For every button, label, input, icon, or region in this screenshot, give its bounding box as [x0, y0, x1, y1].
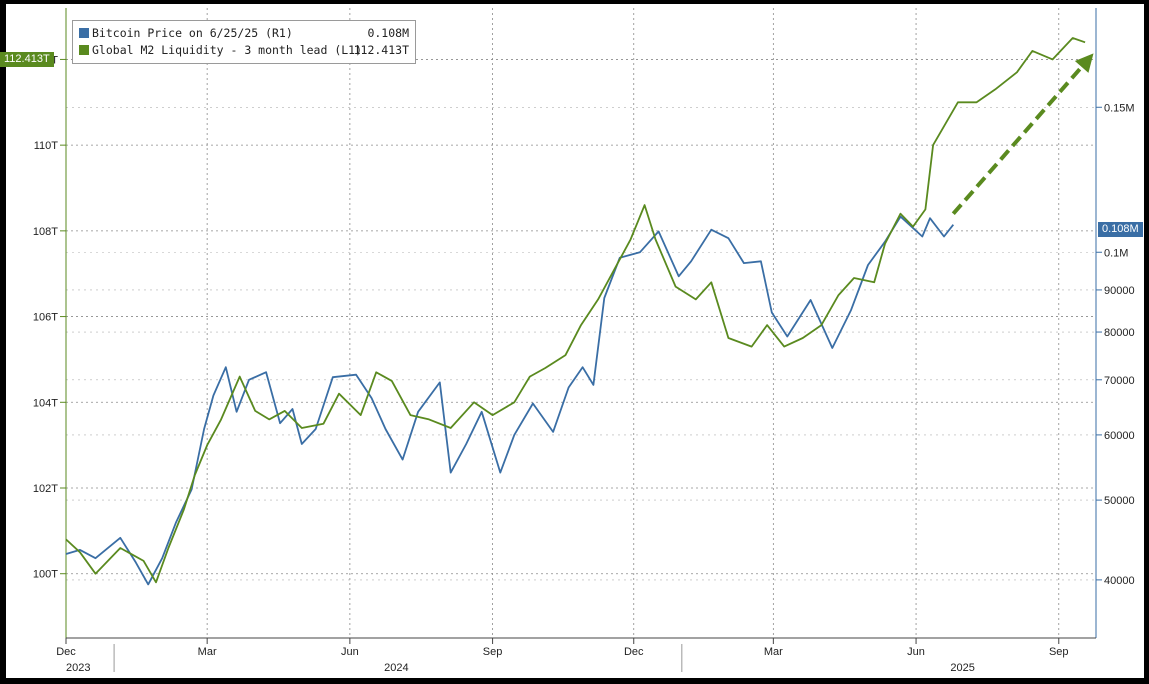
x-tick-label-1: Mar [198, 646, 217, 658]
x-tick-label-2: Jun [341, 646, 359, 658]
right-tick-label-4: 80000 [1104, 327, 1135, 339]
left-tick-label-0: 100T [33, 569, 58, 581]
series-line-bitcoin [65, 215, 955, 586]
x-tick-label-3: Sep [483, 646, 503, 658]
right-tick-label-1: 50000 [1104, 495, 1135, 507]
legend-label-bitcoin: Bitcoin Price on 6/25/25 (R1) [92, 26, 293, 40]
legend-swatch-m2 [79, 45, 89, 55]
x-tick-label-4: Dec [624, 646, 644, 658]
legend-value-bitcoin: 0.108M [367, 26, 409, 40]
legend: Bitcoin Price on 6/25/25 (R1) 0.108M Glo… [72, 20, 416, 64]
year-label-0: 2023 [66, 662, 90, 674]
right-tick-label-2: 60000 [1104, 430, 1135, 442]
annotation-arrow-shaft [951, 58, 1090, 216]
right-tick-label-0: 40000 [1104, 575, 1135, 587]
left-tick-label-1: 102T [33, 483, 58, 495]
right-tick-label-6: 0.1M [1104, 247, 1128, 259]
legend-label-m2: Global M2 Liquidity - 3 month lead (L1) [92, 43, 363, 57]
right-tick-label-3: 70000 [1104, 375, 1135, 387]
left-tick-label-4: 108T [33, 226, 58, 238]
left-tick-label-2: 104T [33, 397, 58, 409]
x-tick-label-0: Dec [56, 646, 76, 658]
x-tick-label-6: Jun [907, 646, 925, 658]
legend-value-m2: 112.413T [353, 43, 409, 57]
m2-last-value-tag: 112.413T [0, 52, 54, 67]
series-line-m2 [65, 37, 1086, 584]
annotation-arrow-head [1074, 53, 1094, 73]
right-tick-label-7: 0.15M [1104, 102, 1135, 114]
chart-svg: 100T102T104T106T108T110T112T400005000060… [33, 8, 1135, 674]
legend-item-m2: Global M2 Liquidity - 3 month lead (L1) [79, 42, 362, 58]
right-tick-label-5: 90000 [1104, 285, 1135, 297]
legend-swatch-bitcoin [79, 28, 89, 38]
year-label-1: 2024 [384, 662, 408, 674]
legend-item-bitcoin: Bitcoin Price on 6/25/25 (R1) [79, 25, 293, 41]
left-tick-label-5: 110T [34, 140, 59, 152]
year-label-2: 2025 [950, 662, 974, 674]
x-tick-label-7: Sep [1049, 646, 1069, 658]
left-tick-label-3: 106T [33, 312, 58, 324]
chart-panel: 100T102T104T106T108T110T112T400005000060… [0, 4, 1144, 678]
bitcoin-last-value-tag: 0.108M [1098, 222, 1143, 237]
x-tick-label-5: Mar [764, 646, 783, 658]
